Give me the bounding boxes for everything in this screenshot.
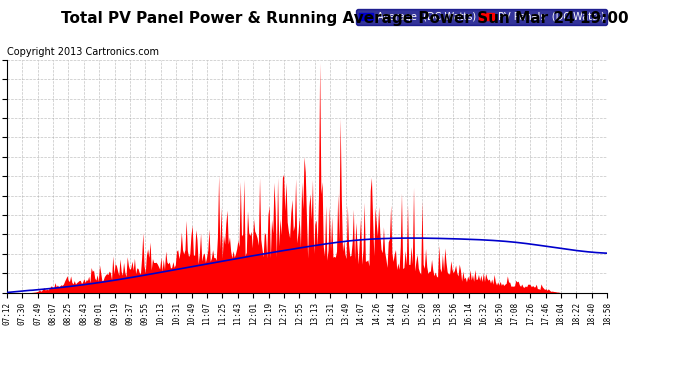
Text: Copyright 2013 Cartronics.com: Copyright 2013 Cartronics.com (7, 47, 159, 57)
Legend: Average  (DC Watts), PV Panels  (DC Watts): Average (DC Watts), PV Panels (DC Watts) (355, 9, 607, 25)
Text: Total PV Panel Power & Running Average Power Sun Mar 24 19:00: Total PV Panel Power & Running Average P… (61, 11, 629, 26)
